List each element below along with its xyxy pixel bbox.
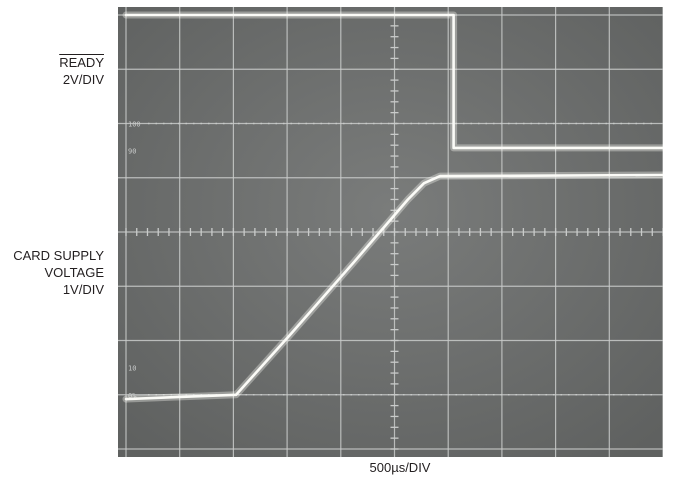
level-marker-label: 0% [128, 392, 137, 400]
x-scale-label: 500µs/DIV [369, 460, 431, 475]
level-marker-label: 90 [128, 148, 136, 156]
ready-name: READY [59, 55, 104, 70]
supply-label-line2: VOLTAGE [44, 265, 104, 280]
level-markers: 100 90 10 0% [128, 121, 657, 400]
traces [122, 11, 663, 403]
oscilloscope-screen: 100 90 10 0% [118, 7, 663, 457]
ready-label: READY 2V/DIV [0, 54, 104, 88]
level-marker-label: 100 [128, 121, 141, 129]
graticule [118, 7, 663, 457]
level-marker-label: 10 [128, 365, 136, 373]
trace-line [124, 13, 663, 150]
trace-line [124, 173, 663, 401]
ready-scale: 2V/DIV [62, 72, 104, 87]
supply-label: CARD SUPPLY VOLTAGE 1V/DIV [0, 247, 104, 298]
supply-label-line1: CARD SUPPLY [13, 248, 104, 263]
supply-scale: 1V/DIV [62, 282, 104, 297]
